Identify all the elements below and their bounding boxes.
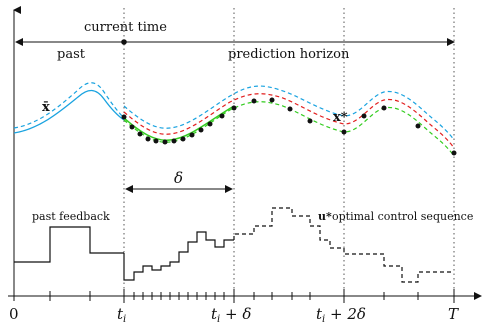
past-trajectory-x-bar xyxy=(13,89,125,134)
sample-point xyxy=(341,129,347,135)
sample-point xyxy=(361,113,367,119)
axis-ticks xyxy=(13,289,455,303)
prediction-lower-dashed xyxy=(123,101,455,157)
sample-point xyxy=(415,123,421,129)
sample-point xyxy=(180,136,186,142)
x-star-label: x* xyxy=(333,110,348,125)
past-label: past xyxy=(57,47,86,62)
sample-point xyxy=(269,97,275,103)
optimal-control-sequence-label: optimal control sequence xyxy=(332,210,473,223)
axis-label-ti-plus-2delta: ti + 2δ xyxy=(316,305,366,325)
sample-point xyxy=(198,127,204,133)
sample-point xyxy=(381,105,387,111)
sample-point xyxy=(129,124,135,130)
sample-point xyxy=(171,138,177,144)
u-star-label: u* xyxy=(318,210,332,223)
past-trajectory-dashed xyxy=(13,82,125,129)
sample-point xyxy=(307,118,313,124)
delta-label: δ xyxy=(174,169,183,187)
sample-point xyxy=(145,136,151,142)
current-time-label: current time xyxy=(84,20,167,35)
axis-label-ti-plus-delta: ti + δ xyxy=(211,305,251,325)
sample-point xyxy=(251,98,257,104)
prediction-middle-dashed xyxy=(123,93,455,149)
axis-label-zero: 0 xyxy=(9,305,19,323)
prediction-horizon-label: prediction horizon xyxy=(228,47,350,62)
prediction-upper-dashed xyxy=(123,85,455,141)
axis-label-T: T xyxy=(448,305,459,323)
sample-point xyxy=(451,150,457,156)
sample-point xyxy=(137,131,143,137)
sample-points xyxy=(121,97,457,156)
sample-point xyxy=(207,121,213,127)
sample-point xyxy=(121,114,127,120)
sample-point xyxy=(287,106,293,112)
current-time-dot xyxy=(121,39,127,45)
past-feedback-label: past feedback xyxy=(32,210,110,223)
past-feedback-signal xyxy=(14,226,124,263)
applied-control-signal xyxy=(123,231,234,281)
applied-trajectory-solid xyxy=(123,105,235,141)
axis-label-ti: ti xyxy=(117,305,126,325)
sample-point xyxy=(162,139,168,145)
optimal-control-sequence-signal xyxy=(233,207,454,283)
sample-point xyxy=(231,105,237,111)
sample-point xyxy=(219,113,225,119)
x-bar-label: x̄ xyxy=(42,100,50,115)
sample-point xyxy=(189,132,195,138)
sample-point xyxy=(153,138,159,144)
